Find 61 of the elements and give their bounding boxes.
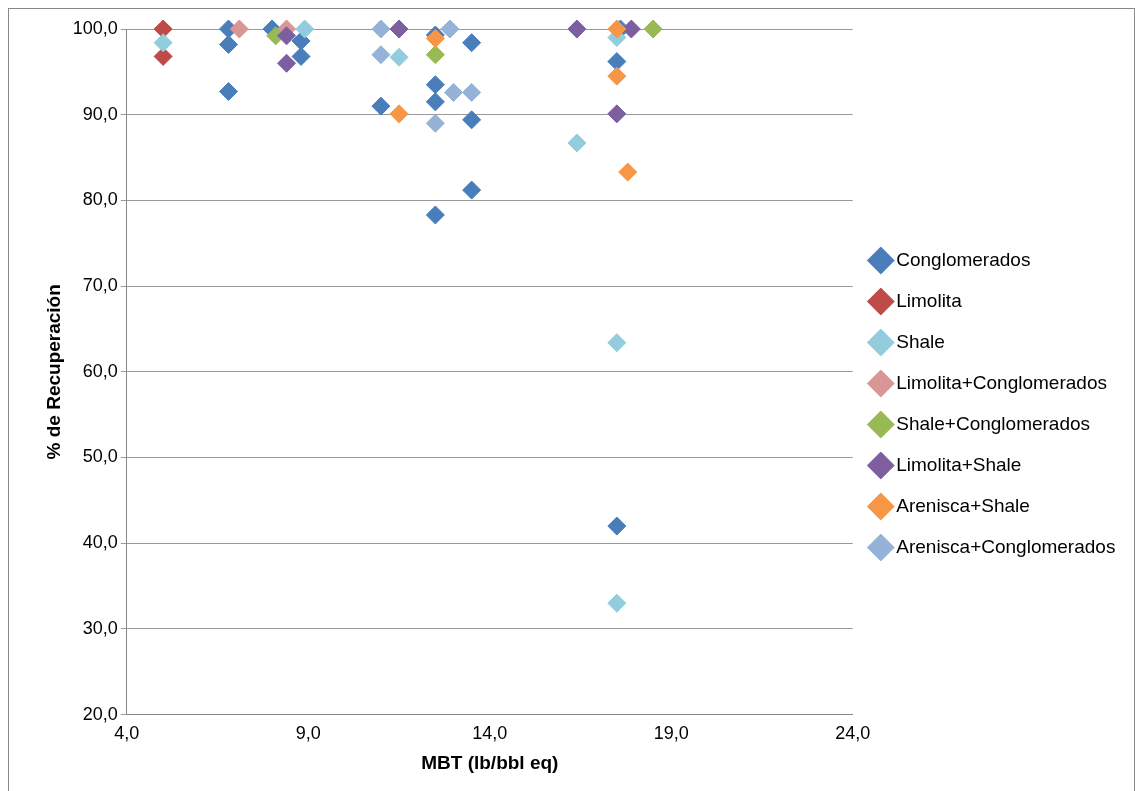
point — [567, 133, 587, 153]
y-tick-label: 60,0 — [82, 360, 118, 381]
point — [607, 52, 627, 72]
x-tick-label: 9,0 — [295, 723, 321, 744]
point — [153, 19, 173, 39]
point — [389, 19, 409, 39]
point — [425, 92, 445, 112]
y-tick-label: 70,0 — [82, 275, 118, 296]
legend-label: Arenisca+Shale — [896, 494, 1030, 516]
point — [425, 75, 445, 95]
y-tick-label: 100,0 — [72, 17, 118, 38]
point — [607, 516, 627, 536]
point — [229, 19, 249, 39]
point — [425, 45, 445, 65]
point — [371, 45, 391, 65]
x-tick-label: 24,0 — [835, 723, 871, 744]
point — [440, 19, 460, 39]
point — [389, 104, 409, 124]
legend-label: Arenisca+Conglomerados — [896, 535, 1116, 557]
point — [295, 19, 315, 39]
legend-label: Limolita+Conglomerados — [896, 371, 1107, 393]
point — [618, 162, 638, 182]
y-tick-label: 80,0 — [82, 189, 118, 210]
point — [462, 110, 482, 130]
point — [567, 19, 587, 39]
point — [607, 66, 627, 86]
x-axis-title: MBT (lb/bbl eq) — [421, 751, 559, 773]
point — [371, 19, 391, 39]
legend-label: Limolita+Shale — [896, 453, 1022, 475]
point — [607, 333, 627, 353]
y-tick-label: 30,0 — [82, 617, 118, 638]
y-tick-label: 50,0 — [82, 446, 118, 467]
point — [389, 47, 409, 67]
point — [643, 19, 663, 39]
y-tick-label: 90,0 — [82, 103, 118, 124]
point — [291, 46, 311, 66]
point — [444, 82, 463, 102]
y-axis-title: % de Recuperación — [42, 284, 64, 460]
point — [425, 113, 445, 133]
legend-label: Shale — [896, 330, 945, 352]
point — [462, 180, 482, 200]
legend-label: Limolita — [896, 289, 963, 311]
point — [462, 82, 482, 102]
x-tick-label: 4,0 — [114, 723, 140, 744]
x-tick-label: 19,0 — [653, 723, 689, 744]
point — [371, 96, 391, 116]
y-tick-label: 40,0 — [82, 532, 118, 553]
y-tick-label: 20,0 — [82, 703, 118, 724]
legend-label: Shale+Conglomerados — [896, 412, 1091, 434]
point — [277, 53, 297, 73]
point — [621, 19, 641, 39]
point — [607, 104, 627, 124]
legend-label: Conglomerados — [896, 248, 1031, 270]
point — [218, 82, 238, 102]
point — [277, 26, 297, 46]
x-tick-label: 14,0 — [472, 723, 508, 744]
point — [153, 33, 173, 53]
point — [607, 593, 627, 613]
point — [218, 34, 238, 54]
point — [425, 205, 445, 225]
point — [462, 33, 482, 53]
